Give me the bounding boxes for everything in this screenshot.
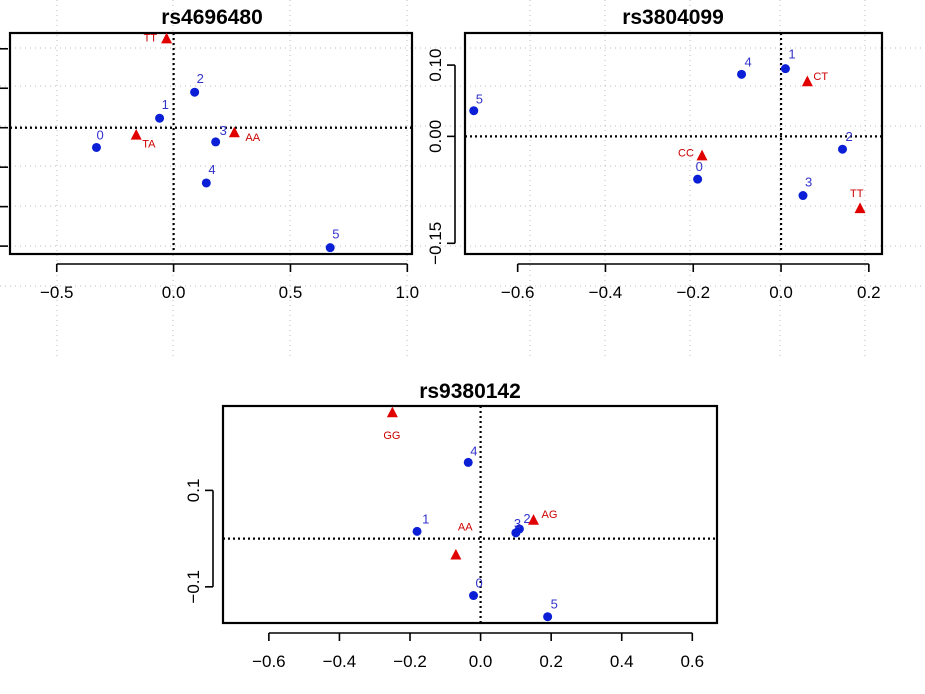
data-point-circle (693, 174, 703, 184)
data-point-label: 5 (476, 92, 483, 107)
data-point-label: 1 (162, 97, 169, 112)
x-tick-label: 0.6 (680, 652, 704, 671)
background-grid (0, 0, 925, 360)
genotype-triangle (801, 75, 813, 87)
genotype-triangle (130, 128, 142, 140)
x-tick-label: −0.2 (676, 283, 710, 302)
genotype-label: AG (542, 509, 558, 521)
data-point-label: 4 (745, 54, 752, 69)
data-point-label: 2 (523, 511, 530, 526)
data-point-label: 4 (470, 443, 477, 458)
data-point-circle (511, 528, 521, 538)
x-tick-label: 0.2 (857, 283, 881, 302)
data-point-label: 2 (197, 71, 204, 86)
chart-title: rs9380142 (419, 380, 521, 403)
x-tick-label: −0.6 (252, 652, 286, 671)
plot-frame (8, 31, 414, 256)
data-point-circle (91, 142, 101, 152)
data-point-label: 2 (845, 129, 852, 144)
data-point-circle (201, 178, 211, 188)
y-tick-label: −0.15 (426, 222, 445, 265)
genotype-triangle (696, 149, 708, 161)
x-tick-label: 1.0 (396, 283, 420, 302)
data-point-label: 5 (551, 597, 558, 612)
x-tick-label: −0.6 (501, 283, 535, 302)
x-tick-label: −0.4 (323, 652, 357, 671)
genotype-label: CT (813, 71, 828, 83)
data-point-circle (837, 144, 847, 154)
x-tick-label: −0.2 (393, 652, 427, 671)
genotype-label: GG (383, 430, 400, 442)
data-point-label: 0 (476, 576, 483, 591)
x-tick-label: 0.0 (769, 283, 793, 302)
y-tick-label: 0.10 (426, 49, 445, 82)
genotype-triangle (228, 126, 240, 138)
data-point-circle (780, 64, 790, 74)
data-point-circle (325, 243, 335, 253)
genotype-label: AA (458, 521, 473, 533)
data-point-label: 3 (805, 175, 812, 190)
y-tick-label: 0.1 (184, 479, 203, 503)
data-point-label: 1 (788, 47, 795, 62)
x-tick-label: 0.4 (610, 652, 634, 671)
x-tick-label: −0.5 (40, 283, 74, 302)
x-tick-label: −0.4 (589, 283, 623, 302)
chart-panel-2: rs3804099 −0.6 −0.4 −0.2 0.0 0.2 0.10 0.00 −0.15… (426, 6, 884, 302)
data-point-circle (211, 137, 221, 147)
genotype-label: TT (850, 188, 864, 200)
chart-title: rs3804099 (622, 6, 724, 29)
x-tick-label: 0.2 (539, 652, 563, 671)
data-point-label: 3 (514, 516, 521, 531)
data-point-circle (463, 457, 473, 467)
data-point-label: 3 (220, 123, 227, 138)
data-point-circle (543, 612, 553, 622)
y-tick-label: 0.00 (426, 120, 445, 153)
genotype-label: AA (245, 132, 260, 144)
genotype-label: TA (142, 139, 156, 151)
genotype-triangle (161, 32, 173, 44)
data-point-circle (190, 87, 200, 97)
genotype-label: CC (678, 147, 694, 159)
data-point-label: 4 (208, 162, 215, 177)
x-tick-label: 0.0 (162, 283, 186, 302)
genotype-triangle (386, 406, 398, 418)
data-point-circle (412, 526, 422, 536)
x-tick-label: 0.0 (469, 652, 493, 671)
x-tick-label: 0.5 (279, 283, 303, 302)
data-point-label: 0 (96, 127, 103, 142)
data-point-label: 0 (696, 159, 703, 174)
y-tick-label: −0.1 (184, 570, 203, 604)
data-point-circle (737, 69, 747, 79)
data-point-label: 1 (422, 511, 429, 526)
data-point-circle (469, 591, 479, 601)
chart-title: rs4696480 (161, 6, 263, 29)
genotype-triangle (450, 548, 462, 560)
chart-panel-1: rs4696480 −0.5 0.0 0.5 1.0 0 1 2 3 4 5 TT TA AA (0, 6, 419, 302)
data-point-circle (155, 113, 165, 123)
genotype-label: TT (144, 32, 158, 44)
data-point-label: 5 (332, 227, 339, 242)
plot-frame (463, 31, 884, 256)
plot-frame (221, 404, 719, 625)
data-point-circle (798, 191, 808, 201)
chart-panel-3: rs9380142 −0.6 −0.4 −0.2 0.0 0.2 0.4 0.6 0.1 −0.1… (184, 380, 719, 671)
genotype-triangle (854, 202, 866, 214)
data-point-circle (469, 106, 479, 116)
genotype-triangle (528, 514, 540, 525)
